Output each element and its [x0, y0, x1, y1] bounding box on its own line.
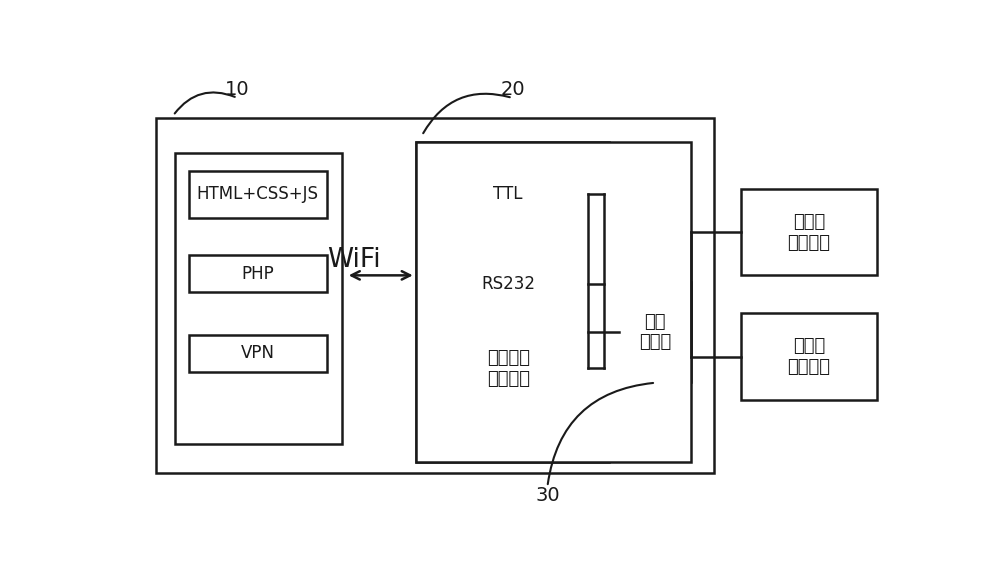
Bar [416, 142, 691, 461]
Bar [416, 142, 609, 461]
Bar [156, 118, 714, 473]
Bar [175, 153, 342, 444]
Text: 30: 30 [535, 486, 560, 505]
Text: HTML+CSS+JS: HTML+CSS+JS [197, 185, 319, 203]
Bar [741, 313, 877, 400]
Text: 模拟式
焊接电源: 模拟式 焊接电源 [787, 337, 830, 376]
Text: TTL: TTL [493, 185, 523, 203]
Text: RS232: RS232 [481, 275, 535, 293]
Bar [429, 166, 588, 222]
Text: 模拟输入
输出接口: 模拟输入 输出接口 [487, 349, 530, 388]
Text: 数字式
焊接电源: 数字式 焊接电源 [787, 213, 830, 252]
Bar [429, 343, 588, 394]
Text: PHP: PHP [241, 264, 274, 283]
Bar [741, 189, 877, 275]
Text: WiFi: WiFi [327, 247, 380, 273]
Bar [189, 335, 326, 372]
Text: VPN: VPN [241, 344, 275, 362]
Bar [429, 263, 588, 305]
Bar [189, 171, 326, 218]
Text: 20: 20 [500, 79, 525, 98]
Bar [189, 255, 326, 292]
Text: 10: 10 [225, 79, 250, 98]
Text: 焊接
接口板: 焊接 接口板 [639, 313, 671, 351]
Bar [619, 282, 691, 382]
